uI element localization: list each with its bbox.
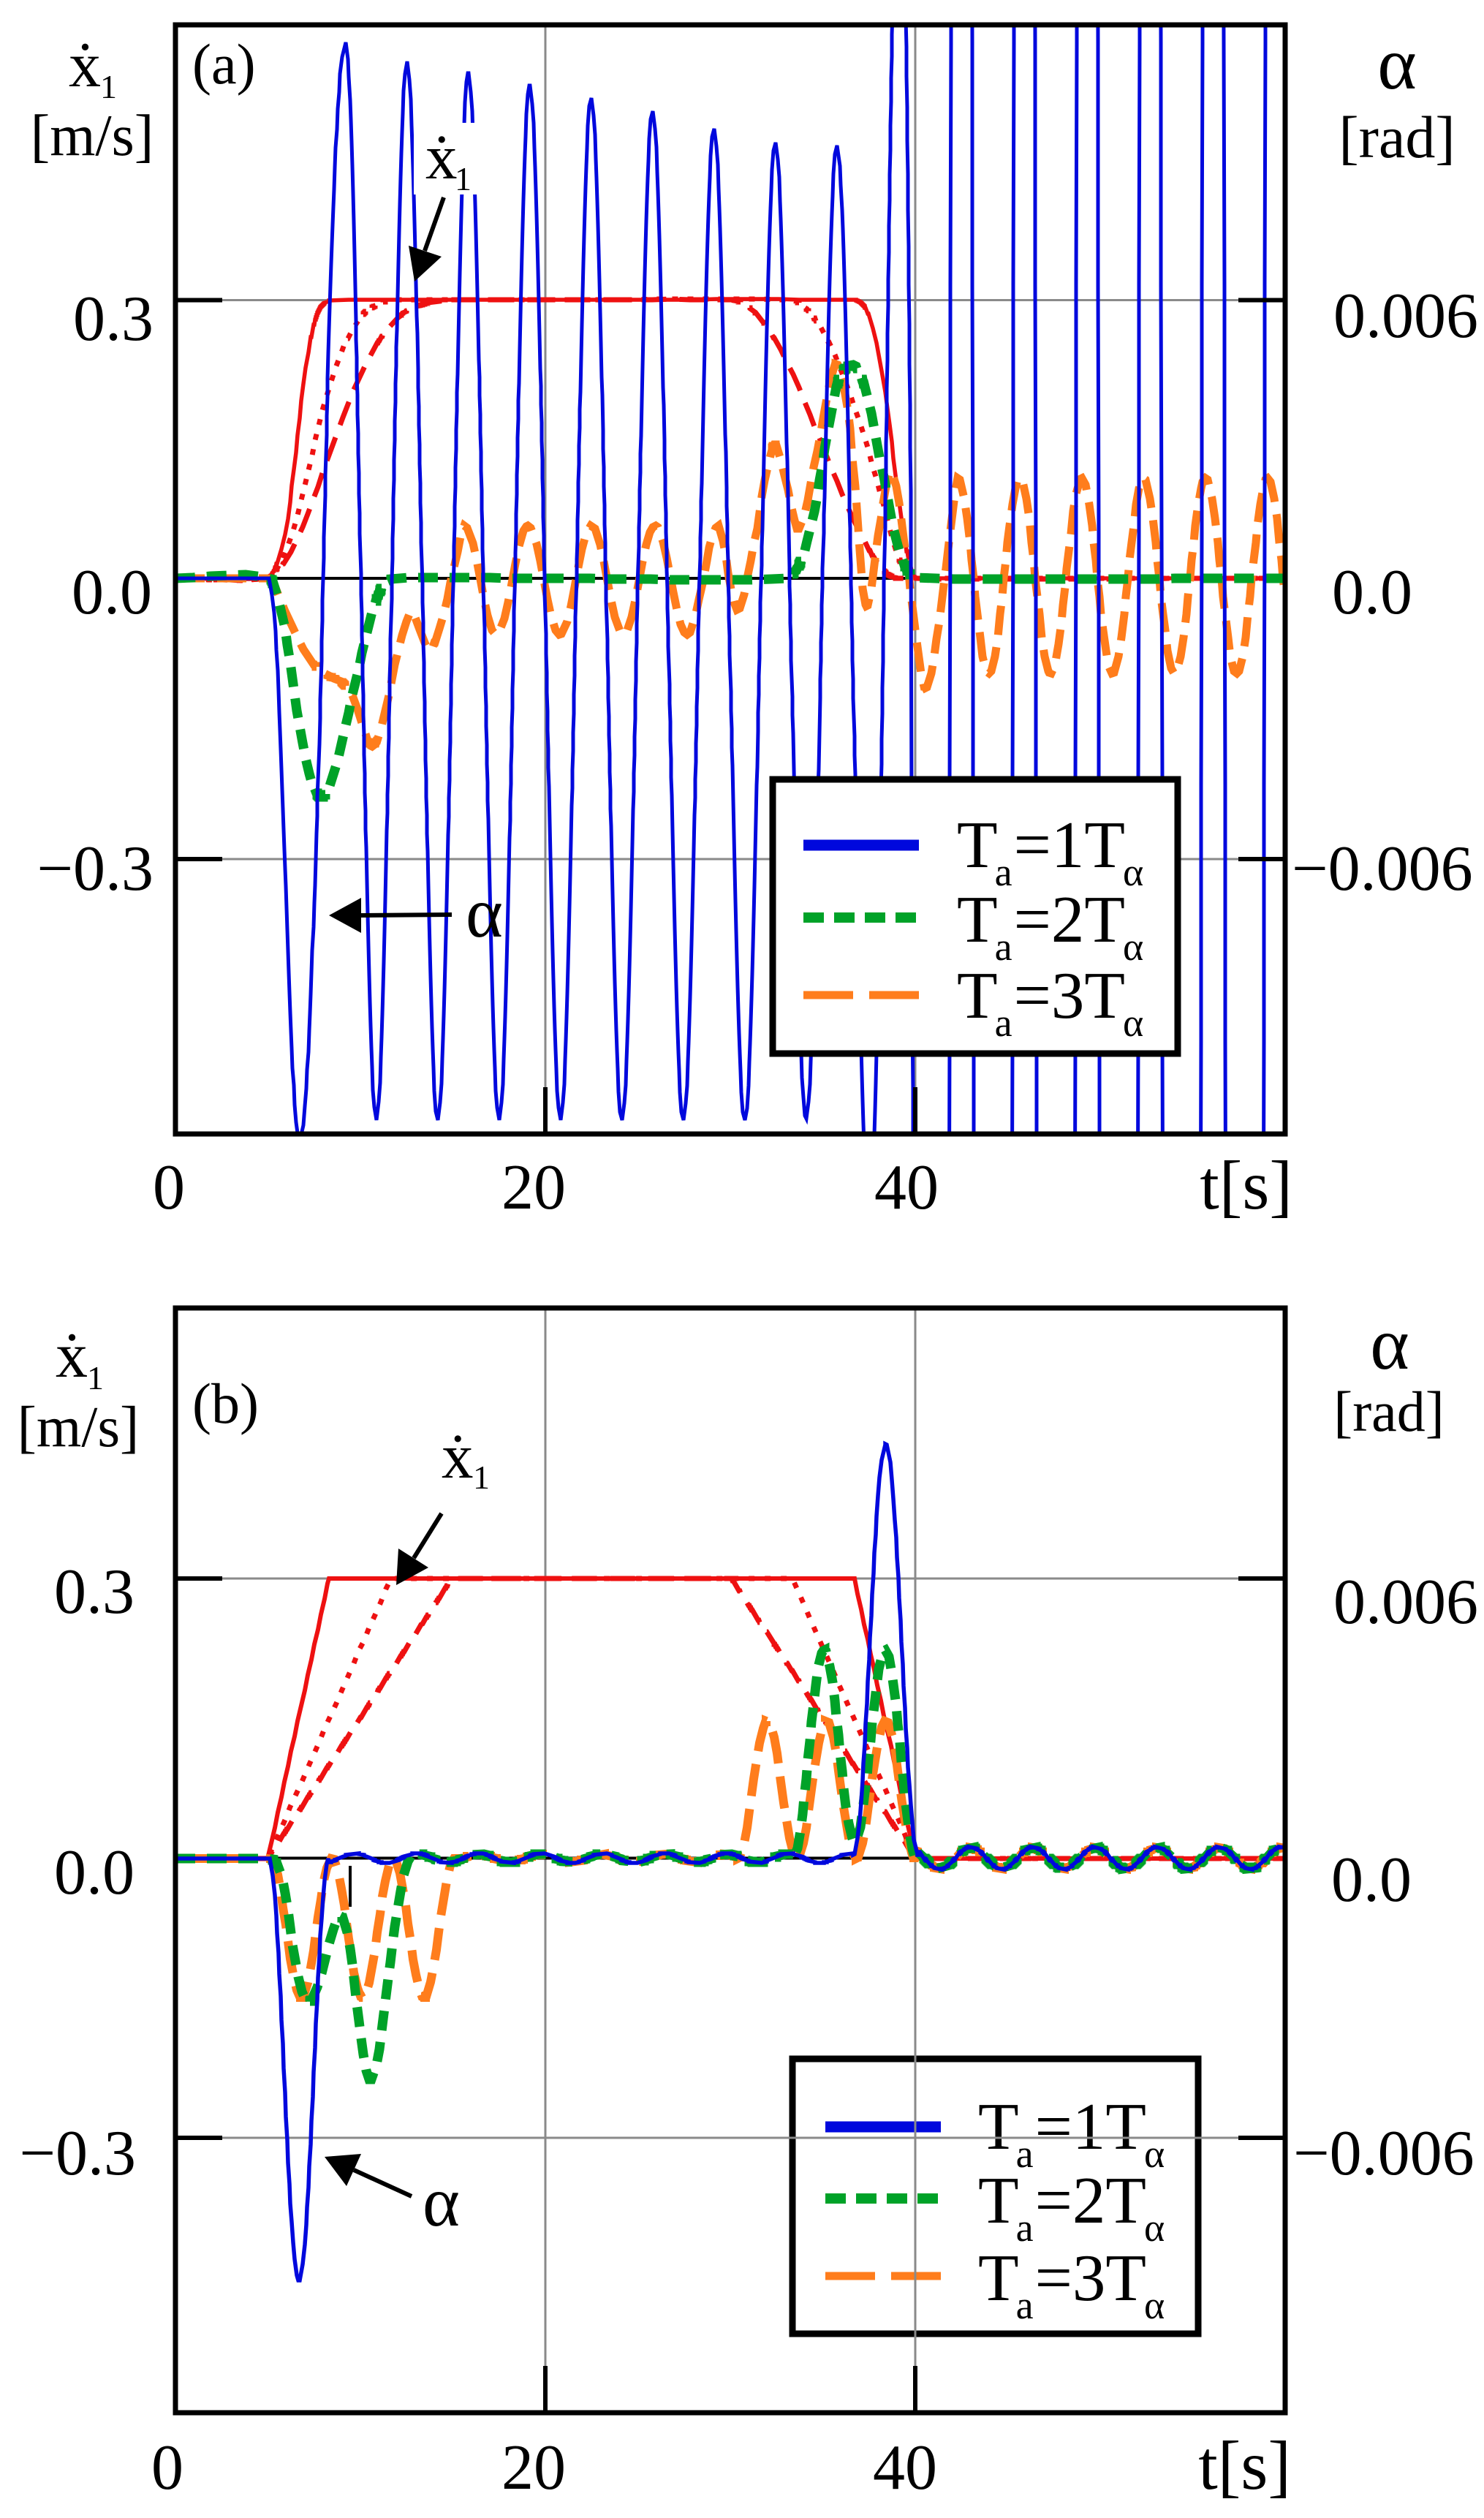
svg-text:40: 40: [874, 1152, 939, 1223]
svg-text:0.0: 0.0: [1331, 1845, 1412, 1916]
svg-text:Ta=1Tα: Ta=1Tα: [957, 808, 1143, 894]
svg-text:0: 0: [153, 1152, 185, 1223]
svg-text:−0.006: −0.006: [1292, 833, 1473, 904]
svg-text:0.0: 0.0: [1332, 557, 1412, 628]
svg-text:1: 1: [100, 68, 117, 105]
svg-text:ẋ: ẋ: [442, 1421, 474, 1491]
svg-text:t[s]: t[s]: [1200, 1146, 1292, 1224]
svg-text:Ta=1Tα: Ta=1Tα: [978, 2090, 1165, 2176]
svg-text:40: 40: [873, 2432, 937, 2503]
svg-text:20: 20: [501, 2432, 566, 2503]
svg-text:−0.3: −0.3: [19, 2118, 136, 2189]
svg-text:0.3: 0.3: [73, 284, 154, 355]
svg-text:α: α: [466, 874, 503, 952]
svg-text:ẋ: ẋ: [425, 121, 458, 192]
svg-text:[rad]: [rad]: [1333, 1380, 1445, 1443]
svg-text:0.0: 0.0: [54, 1837, 135, 1908]
svg-text:ẋ: ẋ: [69, 30, 101, 101]
svg-text:α: α: [1370, 1303, 1409, 1385]
svg-text:−0.3: −0.3: [37, 833, 154, 904]
svg-text:(b): (b): [192, 1372, 259, 1435]
svg-text:1: 1: [455, 160, 472, 197]
svg-text:Ta=2Tα: Ta=2Tα: [957, 882, 1143, 969]
svg-text:ẋ: ẋ: [56, 1320, 88, 1391]
svg-text:Ta=3Tα: Ta=3Tα: [957, 959, 1143, 1045]
svg-text:Ta=2Tα: Ta=2Tα: [978, 2163, 1165, 2250]
svg-text:[m/s]: [m/s]: [18, 1396, 140, 1459]
svg-text:0.006: 0.006: [1333, 281, 1478, 352]
svg-text:0.3: 0.3: [54, 1557, 135, 1627]
svg-text:α: α: [423, 2163, 460, 2241]
svg-text:α: α: [1377, 23, 1416, 105]
svg-text:Ta=3Tα: Ta=3Tα: [978, 2241, 1165, 2327]
svg-text:0.006: 0.006: [1333, 1567, 1478, 1638]
svg-text:0.0: 0.0: [72, 557, 152, 628]
svg-text:0: 0: [151, 2432, 183, 2503]
svg-text:20: 20: [501, 1152, 566, 1223]
svg-text:−0.006: −0.006: [1293, 2118, 1474, 2189]
svg-text:[rad]: [rad]: [1339, 104, 1455, 170]
svg-text:[m/s]: [m/s]: [31, 104, 154, 168]
svg-text:1: 1: [473, 1459, 490, 1496]
svg-text:(a): (a): [192, 32, 256, 96]
svg-text:1: 1: [87, 1359, 104, 1396]
svg-text:t[s]: t[s]: [1198, 2427, 1291, 2504]
